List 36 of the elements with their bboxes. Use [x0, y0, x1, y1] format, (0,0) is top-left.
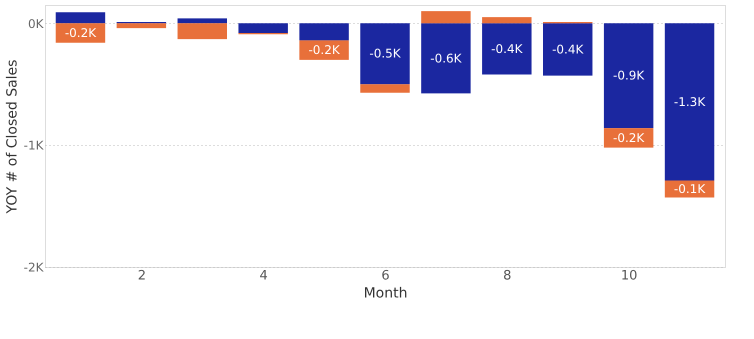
bar [299, 23, 349, 40]
x-tick-label: 2 [138, 268, 146, 284]
data-label: -0.4K [552, 42, 584, 56]
y-axis-title: YOY # of Closed Sales [4, 60, 21, 214]
data-label: -0.2K [612, 130, 646, 145]
data-label: -0.6K [430, 51, 463, 66]
bar [664, 23, 714, 180]
bar [421, 23, 471, 94]
x-tick-label: 4 [260, 268, 268, 284]
data-label: -0.2K [308, 43, 341, 58]
bar [482, 23, 532, 74]
x-axis-title: Month [364, 286, 408, 302]
bar [421, 11, 471, 24]
bar [56, 12, 106, 24]
y-tick-label: -2K [24, 260, 45, 274]
data-label: -1.3K [674, 94, 706, 109]
y-tick-label: 0K [28, 16, 45, 31]
bar [178, 18, 227, 24]
x-tick-label: 8 [503, 268, 512, 284]
bar [604, 23, 654, 128]
y-tick-label: -1K [24, 138, 45, 153]
bar [299, 40, 349, 60]
data-label: -0.1K [674, 182, 706, 196]
bar [116, 23, 166, 28]
bar [238, 23, 288, 34]
bar [482, 17, 532, 24]
data-label: -0.9K [612, 68, 646, 83]
data-label: -0.5K [369, 46, 402, 61]
bar [360, 23, 410, 84]
bar [178, 23, 227, 40]
bar [360, 84, 410, 93]
data-label: -0.4K [491, 42, 524, 56]
bar [543, 23, 592, 76]
x-tick-label: 6 [381, 268, 390, 284]
x-tick-label: 10 [620, 268, 638, 284]
data-label: -0.2K [64, 26, 98, 40]
